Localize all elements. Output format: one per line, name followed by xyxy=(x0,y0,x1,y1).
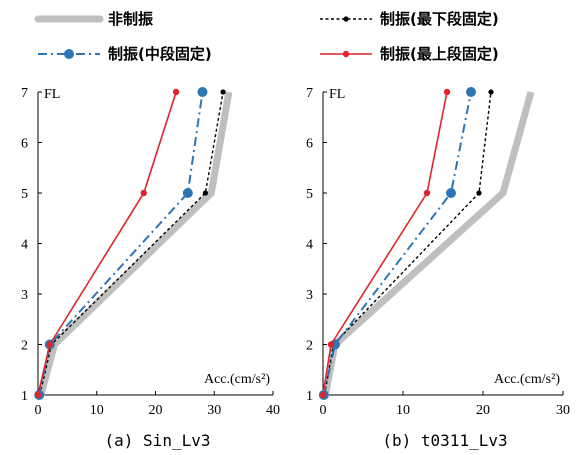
series-point xyxy=(446,188,456,198)
legend-item: 制振(最上段固定) xyxy=(320,45,499,63)
x-tick-label: 10 xyxy=(90,403,104,418)
y-tick-label: 4 xyxy=(306,238,313,253)
y-tick-label: 6 xyxy=(21,137,28,152)
legend-item: 制振(最下段固定) xyxy=(320,10,499,28)
x-axis-label: Acc.(cm/s²) xyxy=(204,372,270,387)
series-line xyxy=(37,91,177,396)
legend-marker xyxy=(64,49,74,59)
panel-sin-lv3: 1 2 3 4 5 6 7 0 10 20 30 40 FL Acc.(cm/s²) (a) Sin_Lv3 xyxy=(21,86,280,450)
series-line xyxy=(322,91,448,396)
y-tick-label: 5 xyxy=(21,187,28,202)
y-tick-label: 6 xyxy=(306,137,313,152)
x-tick-label: 20 xyxy=(149,403,163,418)
legend-label: 制振(最下段固定) xyxy=(380,10,499,28)
y-tick-label: 3 xyxy=(306,288,313,303)
x-tick-label: 40 xyxy=(266,403,280,418)
y-tick-label: 7 xyxy=(306,86,313,101)
series-point xyxy=(466,87,476,97)
series-point xyxy=(443,88,451,96)
series-point xyxy=(202,190,209,196)
y-tick-label: 1 xyxy=(21,389,28,404)
panel-t0311-lv3: 1 2 3 4 5 6 7 0 10 20 30 FL Acc.(cm/s²) (b) t0311_Lv3 xyxy=(306,86,570,450)
series-line xyxy=(39,91,224,396)
series-point xyxy=(197,87,208,97)
legend-label: 非制振 xyxy=(108,10,153,28)
y-axis-label: FL xyxy=(329,87,345,102)
y-tick-label: 2 xyxy=(306,339,313,354)
x-axis-label: Acc.(cm/s²) xyxy=(494,372,560,387)
series-line xyxy=(37,91,233,396)
legend-label: 制振(最上段固定) xyxy=(380,45,499,63)
x-tick-label: 0 xyxy=(320,403,327,418)
y-tick-label: 7 xyxy=(21,86,28,101)
legend-item: 非制振 xyxy=(34,10,153,28)
legend: 非制振 制振(最下段固定) 制振(中段固定) 制振(最上段固定) xyxy=(34,10,499,63)
panel-caption: (b) t0311_Lv3 xyxy=(382,431,507,450)
series-point xyxy=(34,391,42,399)
series-line xyxy=(38,91,204,396)
x-tick-label: 30 xyxy=(207,403,221,418)
y-tick-label: 4 xyxy=(21,238,28,253)
series-line xyxy=(321,91,535,396)
series-point xyxy=(220,89,226,95)
x-tick-label: 0 xyxy=(35,403,42,418)
y-tick-label: 5 xyxy=(306,187,313,202)
series-point xyxy=(476,190,482,196)
legend-marker xyxy=(342,50,350,58)
series-point xyxy=(46,341,53,348)
series-point xyxy=(423,189,431,197)
series-point xyxy=(327,341,335,348)
series-point xyxy=(140,189,147,197)
series-point xyxy=(172,88,180,96)
y-tick-label: 2 xyxy=(21,339,28,354)
series-point xyxy=(182,188,193,198)
legend-label: 制振(中段固定) xyxy=(108,45,212,63)
series-point xyxy=(488,89,494,95)
legend-item: 制振(中段固定) xyxy=(38,45,212,63)
series-line xyxy=(322,91,472,396)
y-tick-label: 1 xyxy=(306,389,313,404)
series-line xyxy=(323,91,492,396)
x-tick-label: 10 xyxy=(396,403,410,418)
legend-marker xyxy=(343,16,349,22)
series-point xyxy=(319,391,327,399)
y-tick-label: 3 xyxy=(21,288,28,303)
x-tick-label: 30 xyxy=(556,403,570,418)
panel-caption: (a) Sin_Lv3 xyxy=(105,431,211,450)
y-axis-label: FL xyxy=(44,87,60,102)
x-tick-label: 20 xyxy=(476,403,490,418)
